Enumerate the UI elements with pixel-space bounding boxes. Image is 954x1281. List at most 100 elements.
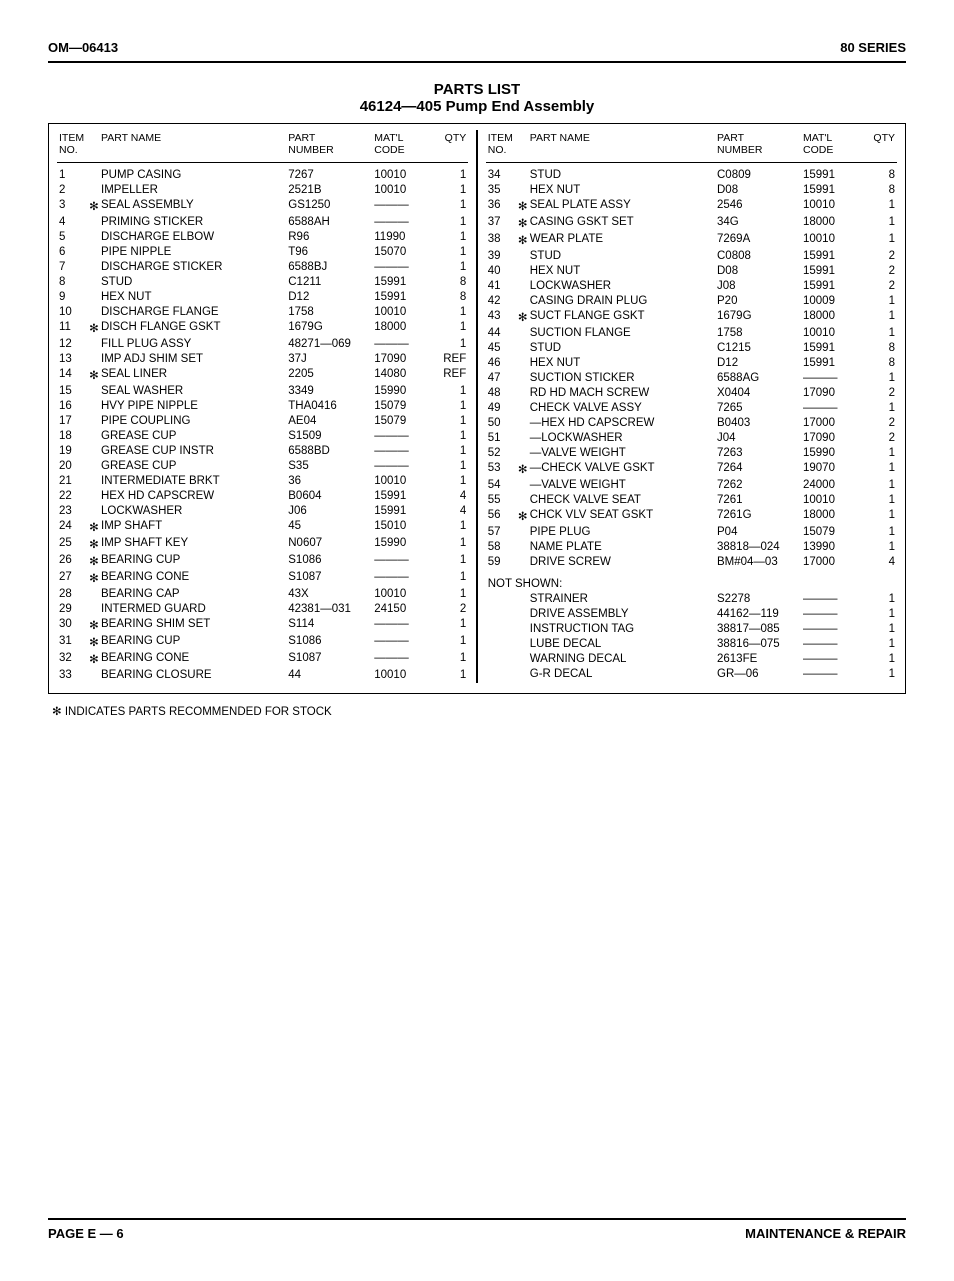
cell-partnumber: X0404 [715,386,801,401]
cell-matl: ——— [801,401,859,416]
cell-partnumber: C1215 [715,341,801,356]
table-row: 28BEARING CAP43X100101 [57,587,468,602]
document-footer: PAGE E — 6 MAINTENANCE & REPAIR [48,1218,906,1241]
cell-partnumber: THA0416 [286,399,372,414]
cell-star [89,587,99,602]
cell-qty: 1 [859,508,897,525]
cell-qty: REF [430,352,468,367]
cell-star [518,555,528,570]
cell-partname: CASING DRAIN PLUG [528,294,715,309]
table-row: LUBE DECAL38816—075———1 [486,636,897,651]
cell-partnumber: T96 [286,245,372,260]
cell-qty: 1 [859,294,897,309]
table-row: 18GREASE CUPS1509———1 [57,429,468,444]
cell-itemno: 19 [57,444,89,459]
cell-matl: 18000 [801,215,859,232]
stock-star-icon: ✻ [89,201,99,213]
cell-qty: 1 [859,215,897,232]
table-row: 31✻BEARING CUPS1086———1 [57,634,468,651]
cell-partnumber: 7267 [286,163,372,183]
cell-itemno: 52 [486,446,518,461]
cell-qty: 1 [859,461,897,478]
parts-table-left: ITEM NO. PART NAME PART NUMBER MAT'L COD… [57,130,468,683]
cell-matl: 10010 [372,474,430,489]
cell-qty: 2 [859,279,897,294]
cell-itemno: 10 [57,305,89,320]
cell-qty: 1 [430,414,468,429]
cell-star [89,290,99,305]
table-row: 49CHECK VALVE ASSY7265———1 [486,401,897,416]
col-qty: QTY [859,130,897,163]
cell-qty: 1 [859,401,897,416]
cell-partnumber: 43X [286,587,372,602]
cell-qty: 4 [859,555,897,570]
table-row: 9HEX NUTD12159918 [57,290,468,305]
cell-partname: GREASE CUP [99,429,286,444]
cell-qty: 1 [430,260,468,275]
cell-star [89,352,99,367]
cell-star: ✻ [518,461,528,478]
title-main: PARTS LIST [48,81,906,98]
cell-itemno: 27 [57,570,89,587]
cell-matl: 10010 [372,183,430,198]
cell-star [518,446,528,461]
cell-partnumber: 38816—075 [715,636,801,651]
cell-star: ✻ [89,553,99,570]
title-sub: 46124—405 Pump End Assembly [48,98,906,115]
cell-matl: ——— [372,459,430,474]
cell-itemno: 37 [486,215,518,232]
cell-matl: ——— [801,666,859,681]
cell-matl: 15079 [801,525,859,540]
cell-partname: INSTRUCTION TAG [528,621,715,636]
cell-partnumber: 7264 [715,461,801,478]
cell-partname: BEARING CUP [99,553,286,570]
table-row: 59DRIVE SCREWBM#04—03170004 [486,555,897,570]
cell-partname: INTERMEDIATE BRKT [99,474,286,489]
table-row: 39STUDC0808159912 [486,249,897,264]
cell-matl: 15991 [801,356,859,371]
cell-partname: WEAR PLATE [528,232,715,249]
cell-partnumber: BM#04—03 [715,555,801,570]
cell-star [518,356,528,371]
parts-column-left: ITEM NO. PART NAME PART NUMBER MAT'L COD… [57,130,468,683]
parts-table-outer: ITEM NO. PART NAME PART NUMBER MAT'L COD… [48,123,906,694]
cell-partnumber: 2205 [286,367,372,384]
col-qty: QTY [430,130,468,163]
cell-star [518,183,528,198]
cell-itemno: 41 [486,279,518,294]
footer-right: MAINTENANCE & REPAIR [745,1226,906,1241]
cell-partname: STUD [528,341,715,356]
cell-matl: 10010 [801,493,859,508]
cell-partname: SEAL LINER [99,367,286,384]
cell-partname: SEAL WASHER [99,384,286,399]
cell-star [89,163,99,183]
cell-qty: 1 [430,617,468,634]
cell-matl: ——— [372,444,430,459]
parts-table-right: ITEM NO. PART NAME PART NUMBER MAT'L COD… [486,130,897,681]
cell-qty: 1 [859,621,897,636]
cell-star [89,305,99,320]
cell-partname: G-R DECAL [528,666,715,681]
cell-partname: SEAL PLATE ASSY [528,198,715,215]
table-row: 2IMPELLER2521B100101 [57,183,468,198]
cell-partname: SEAL ASSEMBLY [99,198,286,215]
cell-qty: 8 [859,183,897,198]
table-row: 14✻SEAL LINER220514080REF [57,367,468,384]
cell-matl: 15991 [801,249,859,264]
cell-partname: PRIMING STICKER [99,215,286,230]
cell-itemno: 44 [486,326,518,341]
cell-partnumber: S1086 [286,634,372,651]
cell-partnumber: D08 [715,183,801,198]
cell-qty: 1 [859,606,897,621]
cell-partnumber: 6588AG [715,371,801,386]
stock-star-icon: ✻ [89,637,99,649]
cell-matl: ——— [801,621,859,636]
cell-partname: LUBE DECAL [528,636,715,651]
cell-qty: 2 [430,602,468,617]
cell-partnumber: 6588BD [286,444,372,459]
cell-star [518,371,528,386]
cell-star [89,230,99,245]
not-shown-label: NOT SHOWN: [486,570,715,592]
table-row: G-R DECALGR—06———1 [486,666,897,681]
table-row: 40HEX NUTD08159912 [486,264,897,279]
